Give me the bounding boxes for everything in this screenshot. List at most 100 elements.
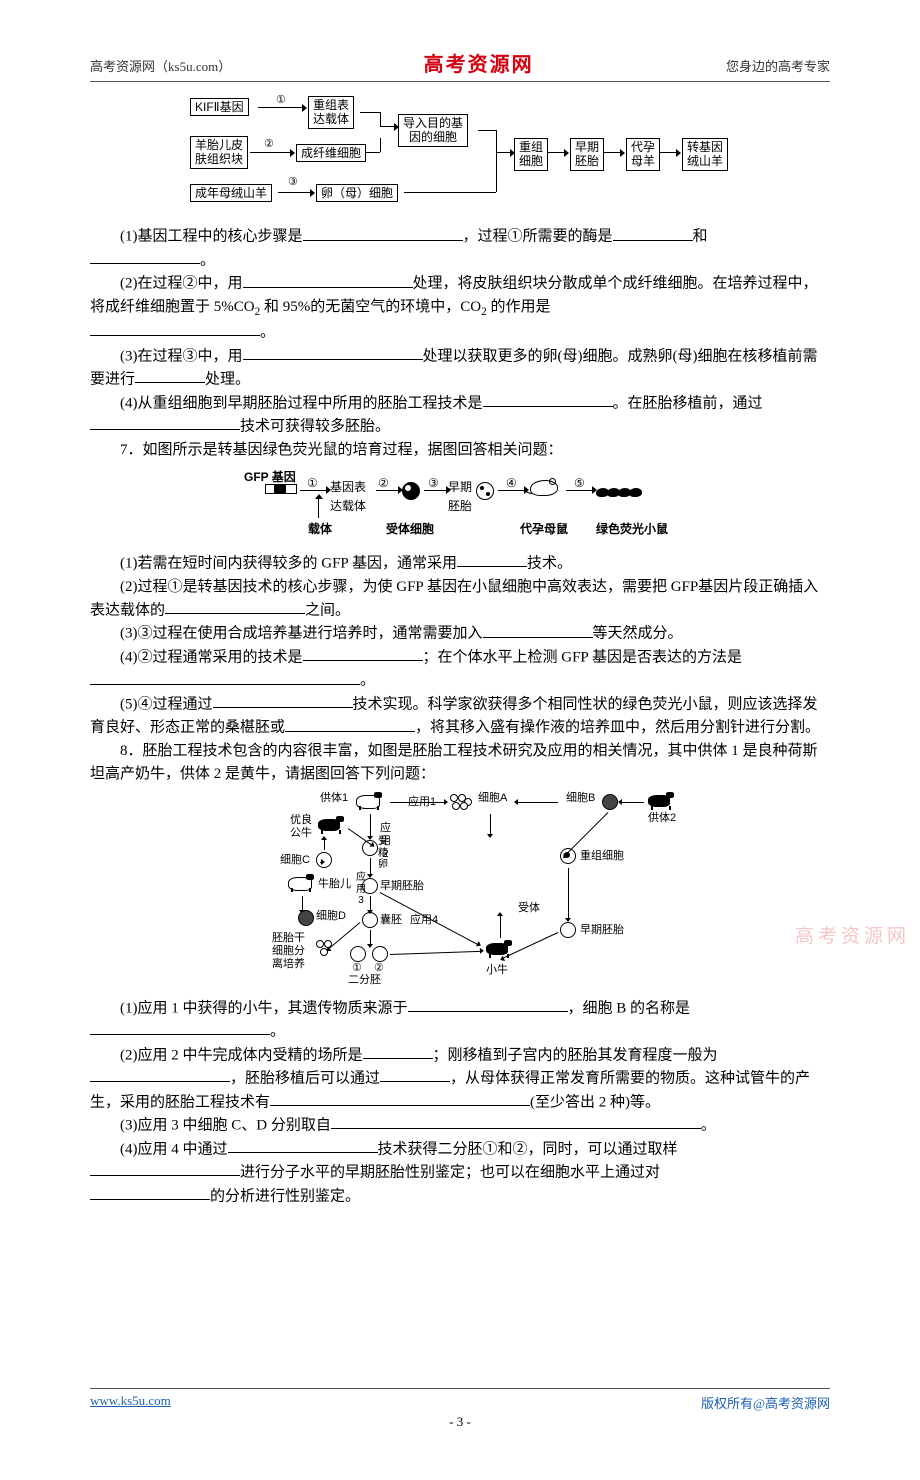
q4-c: 技术可获得较多胚胎。 (240, 418, 390, 434)
q8-4: (4)应用 4 中通过 技术获得二分胚①和②，同时，可以通过取样 (90, 1138, 830, 1162)
fig1-transgenic: 转基因 绒山羊 (682, 138, 728, 171)
blank (90, 669, 360, 684)
fig2-embryo: 早期 胚胎 (448, 478, 472, 515)
footer: www.ks5u.com 版权所有@高考资源网 - 3 - (90, 1388, 830, 1430)
q1-c: 和 (693, 229, 708, 245)
fig1-arrow-1 (258, 107, 302, 108)
q1-line2: 。 (90, 249, 830, 273)
blank (90, 1067, 230, 1082)
footer-link[interactable]: www.ks5u.com (90, 1393, 171, 1408)
fig1-l1: ① (276, 94, 286, 107)
q7-3b: 等天然成分。 (593, 626, 683, 642)
fig3-accept-cow (486, 940, 514, 958)
blank (213, 693, 353, 708)
blank (408, 997, 568, 1012)
mouse-litter-icon (598, 484, 642, 503)
fig1-conn-av (380, 112, 381, 126)
q8-2c: ，胚胎移植后可以通过 (230, 1070, 380, 1086)
fig1-conn-a (360, 112, 380, 113)
header-divider (90, 81, 830, 82)
fig1-ovum: 卵（母）细胞 (316, 184, 398, 202)
fig1-target: 导入目的基 因的细胞 (398, 114, 468, 147)
fig3-arr-cellA (518, 802, 558, 803)
fig3-donor2: 供体2 (648, 812, 676, 825)
fig1-conn-bv (380, 138, 381, 152)
fig3-spacer (320, 862, 321, 863)
fig3-cluster (450, 794, 472, 812)
blank (331, 1114, 701, 1129)
q8-1: (1)应用 1 中获得的小牛，其遗传物质来源于，细胞 B 的名称是 (90, 997, 830, 1021)
receptor-cell-icon (402, 482, 420, 500)
fig3-cellB: 细胞B (566, 792, 595, 805)
q8-4-line2: 进行分子水平的早期胚胎性别鉴定；也可以在细胞水平上通过对 (90, 1161, 830, 1185)
fig2-arrow-2 (376, 490, 398, 491)
q8-1b: ，细胞 B 的名称是 (568, 1000, 691, 1016)
q2-line2: 。 (90, 321, 830, 345)
q8-2b: ；刚移植到子宫内的胚胎其发育程度一般为 (433, 1047, 718, 1063)
q7-5c: ，将其移入盛有操作液的培养皿中，然后用分割针进行分割。 (415, 720, 820, 736)
q8-4b: 技术获得二分胚①和②，同时，可以通过取样 (378, 1141, 678, 1157)
fig3-varr-cA (490, 814, 491, 834)
q7-stem: 7．如图所示是转基因绿色荧光鼠的培育过程，据图回答相关问题： (90, 439, 830, 462)
header-left-text: 高考资源网 (90, 59, 155, 74)
blank (228, 1138, 378, 1153)
q8-4-line3: 的分析进行性别鉴定。 (90, 1185, 830, 1209)
q8-2e: (至少答出 2 种)等。 (530, 1094, 660, 1110)
blank (303, 646, 423, 661)
fig3-varr-fert (370, 858, 371, 874)
fig2-arrow-5 (566, 490, 592, 491)
q4-b: 。在胚胎移植前，通过 (613, 395, 763, 411)
q3-line: (3)在过程③中，用处理以获取更多的卵(母)细胞。成熟卵(母)细胞在核移植前需要… (90, 345, 830, 392)
figure-2: GFP 基因 ① 基因表 达载体 载体 ② 受体细胞 ③ 早期 胚胎 (90, 468, 830, 546)
fig3-cow-donor2 (648, 792, 676, 810)
q2-c: 和 95%的无菌空气的环境中，CO (260, 299, 481, 315)
fig1-fibro: 成纤维细胞 (296, 144, 366, 162)
fig1-sheepskin: 羊胎儿皮 肤组织块 (190, 136, 248, 169)
q4-a: (4)从重组细胞到早期胚胎过程中所用的胚胎工程技术是 (120, 395, 483, 411)
fig3-app3: 应 用 3 (356, 872, 366, 907)
fig2-vector: 基因表 达载体 (330, 478, 366, 515)
q1-d: 。 (200, 252, 215, 268)
footer-right: 版权所有@高考资源网 (701, 1393, 830, 1412)
q7-1a: (1)若需在短时间内获得较多的 GFP 基因，通常采用 (120, 555, 457, 571)
fig1-l3: ③ (288, 176, 298, 189)
q8-stem: 8．胚胎工程技术包含的内容很丰富，如图是胚胎工程技术研究及应用的相关情况，其中供… (90, 740, 830, 787)
q8-3: (3)应用 3 中细胞 C、D 分别取自。 (90, 1114, 830, 1138)
fig3-cow-bull (318, 816, 346, 834)
blank (303, 225, 463, 240)
fig3-fert-icon (362, 840, 378, 856)
q7-5a: (5)④过程通过 (120, 696, 213, 712)
fig3-cellD: 细胞D (316, 910, 346, 923)
fig3-nang-icon (362, 912, 378, 928)
blank (90, 1185, 210, 1200)
q1-b: ，过程①所需要的酶是 (463, 229, 613, 245)
fig1-arrow-4 (548, 152, 564, 153)
fig3-bull: 优良 公牛 (290, 814, 312, 839)
blank (243, 345, 423, 360)
fig2-arrow-3 (424, 490, 446, 491)
gfp-gene-icon (265, 484, 297, 494)
footer-left: www.ks5u.com (90, 1393, 171, 1412)
q7-2b: 之间。 (305, 602, 350, 618)
q8-3a: (3)应用 3 中细胞 C、D 分别取自 (120, 1117, 331, 1133)
fig3-stem: 胚胎干 细胞分 离培养 (272, 932, 305, 970)
q7-1b: 技术。 (527, 555, 572, 571)
fig1-conn-cr (496, 152, 510, 153)
fig3-calf-icon (288, 874, 316, 892)
fig3-donor1: 供体1 (320, 792, 348, 805)
fig3-splitlbl: 二分胚 (348, 974, 381, 987)
q1-line: (1)基因工程中的核心步骤是，过程①所需要的酶是和 (90, 225, 830, 249)
embryo-icon (476, 482, 494, 500)
fig3-accept: 受体 (518, 902, 540, 915)
fig3-varr-split (370, 930, 371, 944)
fig3-cellD-icon (298, 910, 314, 926)
q8-4a: (4)应用 4 中通过 (120, 1141, 228, 1157)
fig1-arrow-5 (604, 152, 620, 153)
q3-a: (3)在过程③中，用 (120, 348, 243, 364)
q7-4: (4)②过程通常采用的技术是；在个体水平上检测 GFP 基因是否表达的方法是。 (90, 646, 830, 693)
fig1-arrow-6 (660, 152, 676, 153)
blank (90, 415, 240, 430)
q8-1c: 。 (270, 1023, 285, 1039)
blank (613, 225, 693, 240)
fig3-early: 早期胚胎 (380, 880, 424, 893)
